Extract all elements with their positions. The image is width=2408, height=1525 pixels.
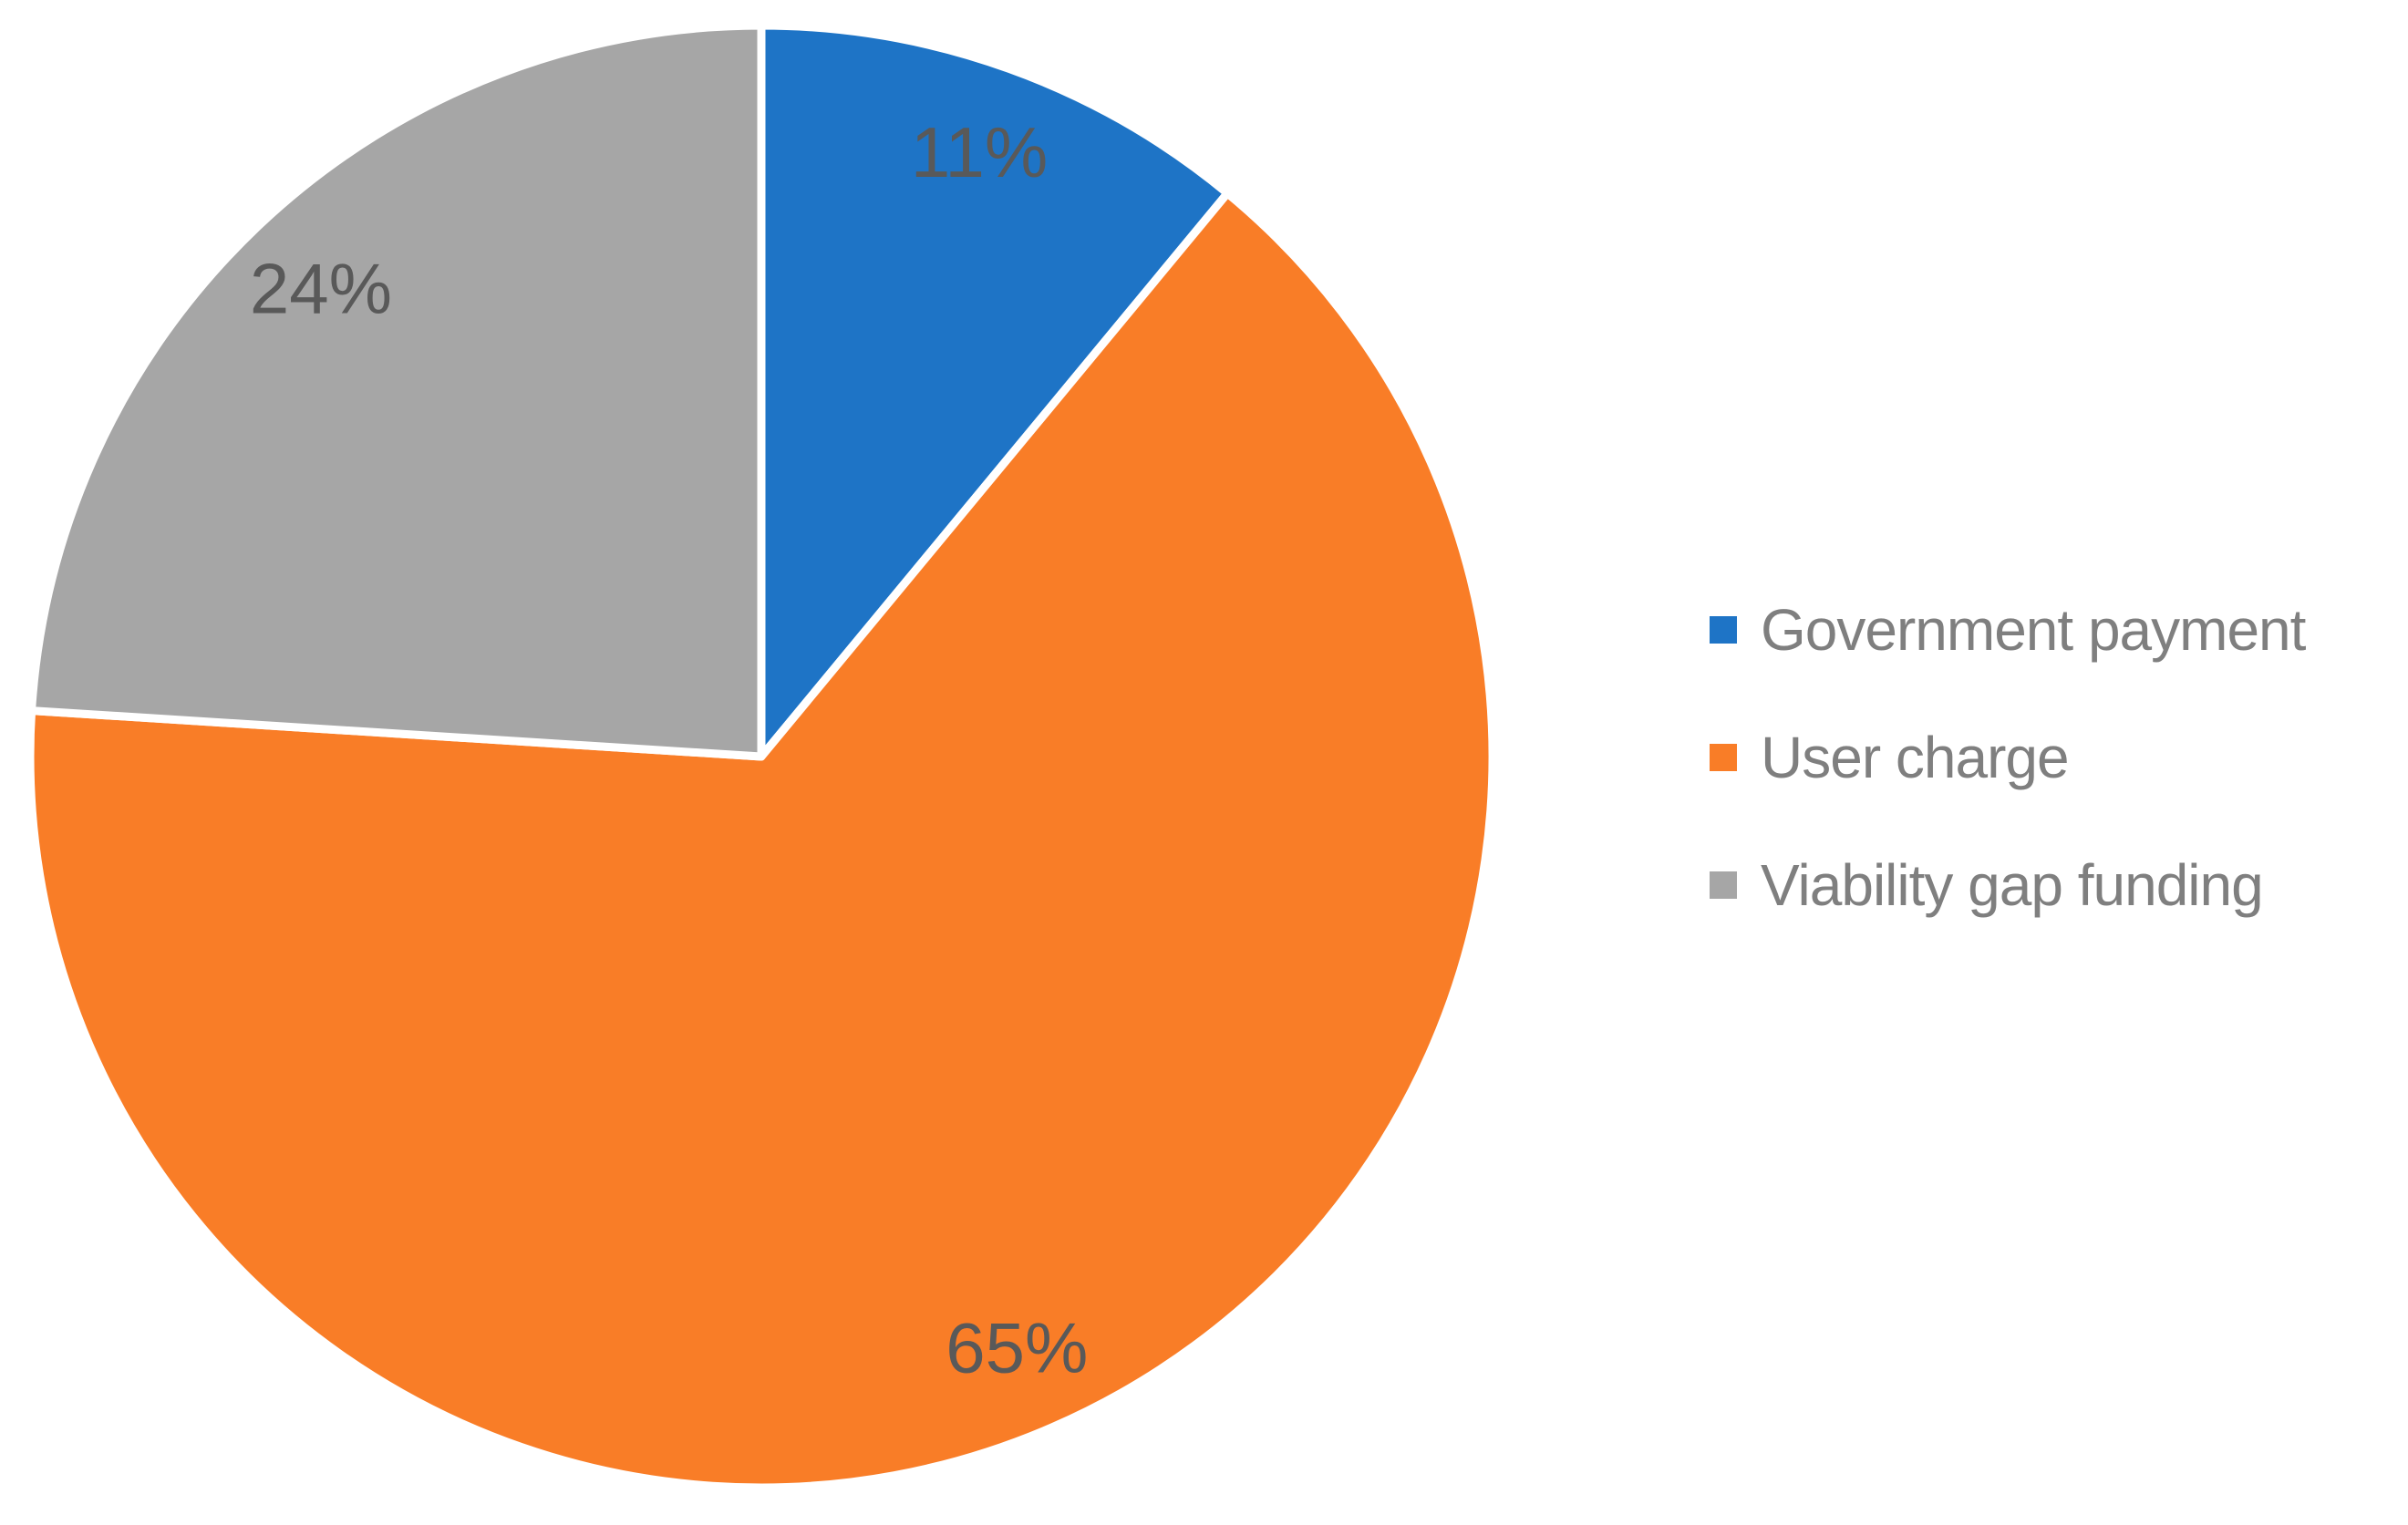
legend-label-government-payment: Government payment (1761, 597, 2306, 663)
legend-swatch-user-charge (1710, 744, 1737, 771)
legend-item-user-charge: User charge (1710, 721, 2305, 794)
legend-label-viability-gap-funding: Viability gap funding (1761, 852, 2264, 918)
legend: Government payment User charge Viability… (1710, 593, 2306, 922)
legend-swatch-government-payment (1710, 616, 1737, 644)
slice-label-viability-gap-funding: 24% (250, 249, 392, 329)
pie-slice-government-payment (757, 21, 1232, 761)
legend-label-user-charge: User charge (1761, 725, 2070, 790)
legend-swatch-viability-gap-funding (1710, 871, 1737, 899)
pie-slice-user-charge (26, 189, 1497, 1492)
legend-item-government-payment: Government payment (1710, 593, 2306, 666)
pie-slice-viability-gap-funding (27, 21, 766, 761)
slice-label-government-payment: 11% (911, 112, 1048, 192)
legend-item-viability-gap-funding: Viability gap funding (1710, 849, 2305, 922)
slice-label-user-charge: 65% (946, 1308, 1088, 1388)
